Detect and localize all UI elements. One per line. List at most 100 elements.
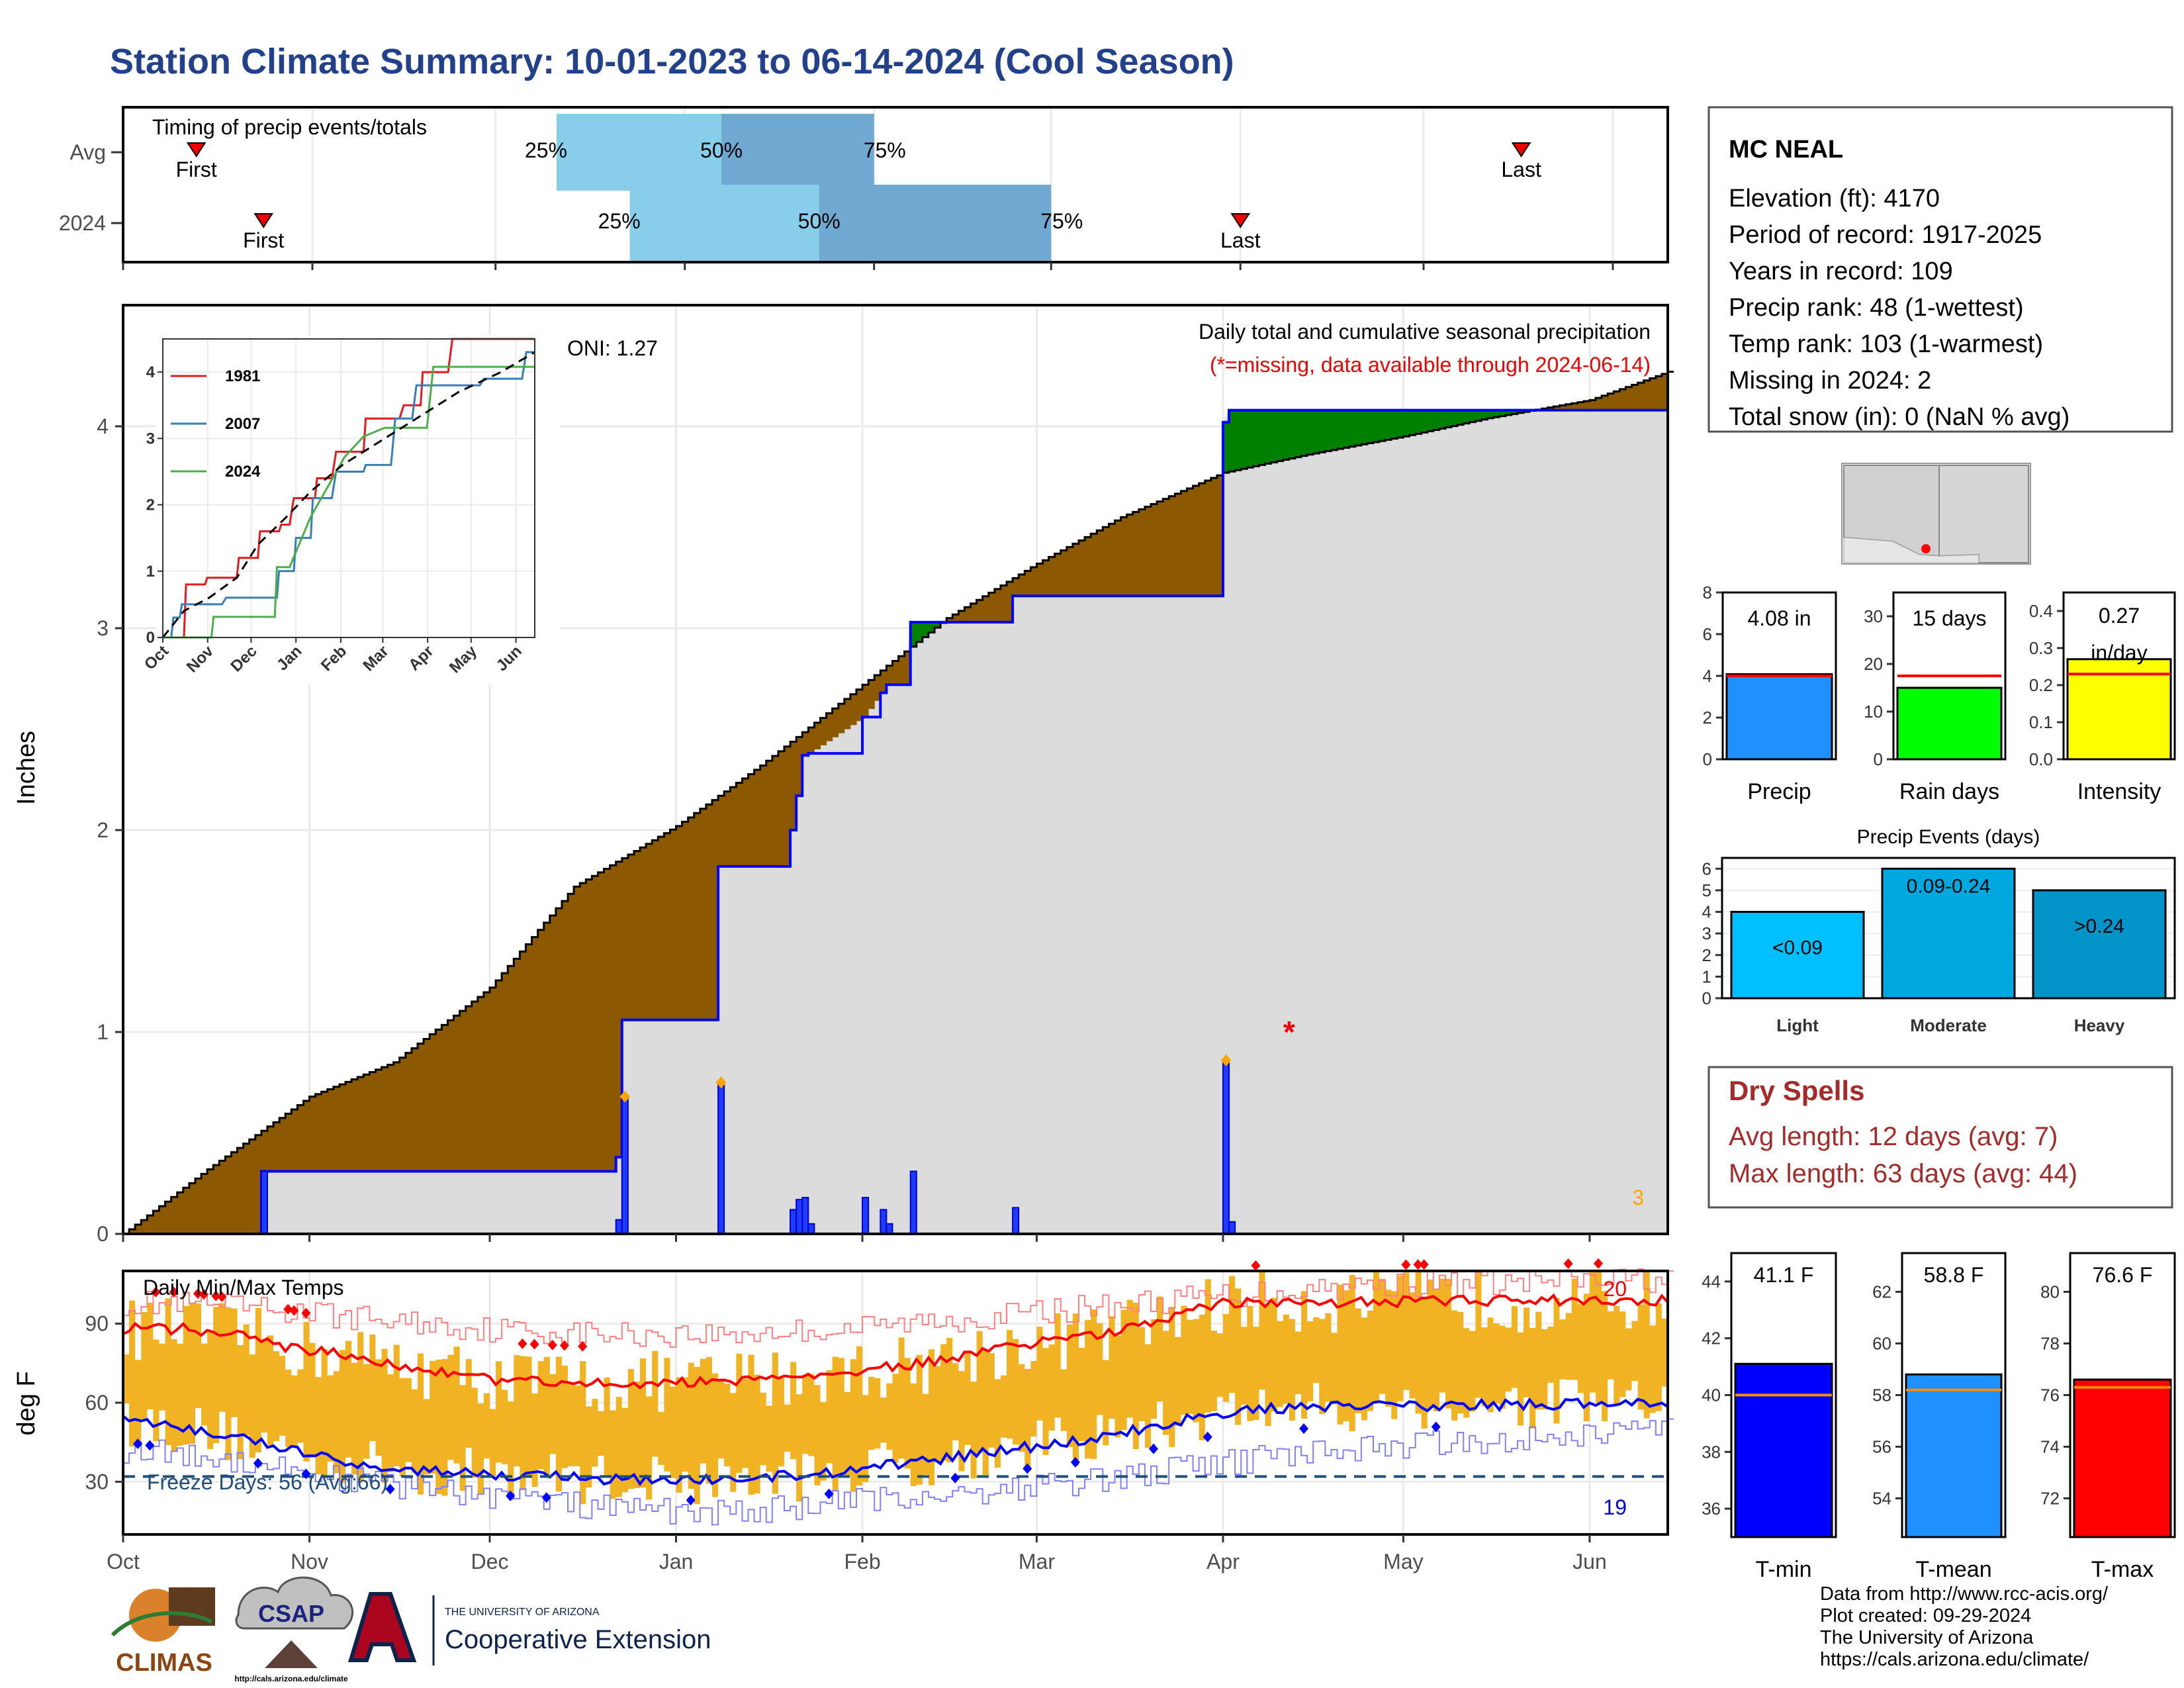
tmin-chart-bar [1734,1362,1833,1538]
tmean-chart-tick-label: 62 [1872,1282,1891,1302]
tmean-chart-tick-label: 60 [1872,1334,1891,1354]
intensity-chart-tick-label: 0.1 [2029,712,2053,732]
precip-events-category-label: Moderate [1910,1015,1987,1035]
month-axis-label: Apr [1206,1550,1240,1573]
month-axis-label: Nov [291,1550,328,1573]
timing-bar-25-50 [556,114,722,191]
timing-row-label: Avg [69,140,106,164]
month-axis-label: Jan [659,1550,694,1573]
tmean-chart-tick-label: 58 [1872,1385,1891,1405]
freeze-days-label: Freeze Days: 56 (Avg:66) [147,1470,388,1494]
dry-spells-avg-length: Avg length: 12 days (avg: 7) [1729,1122,2058,1151]
intensity-chart-tick-label: 0.2 [2029,675,2053,695]
inset-y-tick-label: 4 [146,363,156,381]
station-info-box: MC NEAL Elevation (ft): 4170 Period of rec… [1707,106,2173,433]
record-low-marker [1148,1443,1158,1454]
precip-panel: * 0 1 2 3 4 Inches Daily total and cumulative s… [13,304,1674,1246]
csap-logo-url: http://cals.arizona.edu/climate [234,1674,348,1683]
page-title: Station Climate Summary: 10-01-2023 to 0… [110,42,1234,81]
record-low-marker [824,1488,834,1499]
precip-events-tick-label: 2 [1702,945,1711,965]
timing-panel: Timing of precip events/totals Avg 25% 50% 7… [59,106,1669,270]
precip-frame [122,304,1669,1235]
inset-y-tick-label: 2 [146,496,155,514]
inset-y-tick-label: 3 [146,430,155,447]
rain-days-chart-tick-label: 20 [1864,654,1883,674]
precip-y-tick-label: 2 [97,818,109,842]
precip-events-tick-label: 4 [1702,902,1711,922]
ua-logo-line2: Cooperative Extension [445,1625,711,1654]
record-low-marker [506,1490,516,1501]
tmin-chart-value-label: 41.1 F [1754,1263,1814,1287]
precip-events-tick-label: 5 [1702,880,1711,900]
timing-p75-label: 75% [1040,209,1083,233]
month-axis-label: Oct [107,1550,140,1573]
intensity-chart-tick-label: 0.3 [2029,638,2053,658]
ua-logo-line1: THE UNIVERSITY OF ARIZONA [445,1607,600,1618]
timing-p50-label: 50% [700,138,743,162]
intensity-chart: 0.0 0.1 0.2 0.3 0.4 0.27 in/day Intensity [2029,591,2176,804]
intensity-chart-value-label: 0.27 [2099,604,2140,628]
daily-precip-bar [801,1197,809,1235]
record-high-marker [211,1290,221,1301]
record-low-marker [1431,1421,1441,1432]
tmin-chart-tick-label: 44 [1702,1272,1721,1291]
record-low-count: 19 [1603,1495,1627,1519]
inset-y-tick-label: 0 [146,629,155,647]
month-axis-label: Dec [471,1550,509,1573]
tmin-chart-tick-label: 40 [1702,1385,1721,1405]
cumulative-2024-line [123,408,1668,1235]
cumulative-2024-fill [123,410,1668,1234]
footer-credits: Data from http://www.rcc-acis.org/ Plot … [1820,1583,2108,1671]
inset-legend-label: 2007 [225,415,260,433]
footer-line-data-source: Data from http://www.rcc-acis.org/ [1820,1583,2109,1605]
precip-total-chart-bar [1725,673,1833,761]
record-low-marker [1299,1423,1309,1434]
tmean-chart-frame [1901,1252,2007,1538]
station-location-dot [1921,544,1931,553]
timing-bar-50-75 [819,185,1052,261]
daily-precip-bar [790,1209,797,1235]
temp-y-axis-label: deg F [13,1371,40,1435]
missing-data-marker: * [1283,1015,1295,1049]
dry-spells-box: Dry Spells Avg length: 12 days (avg: 7) Ma… [1707,1066,2173,1209]
month-axis-label: Feb [844,1550,880,1573]
inset-legend-label: 1981 [225,367,260,385]
record-high-marker [151,1286,161,1297]
tmax-chart-title: T-max [2091,1557,2154,1582]
logo-strip: CLIMAS CSAP http://cals.arizona.edu/climat… [111,1576,711,1683]
footer-line-created: Plot created: 09-29-2024 [1820,1605,2032,1626]
record-low-marker [686,1495,696,1506]
inset-series-avg [161,351,535,638]
station-info-line: Total snow (in): 0 (NaN % avg) [1729,403,2070,431]
dry-spells-title: Dry Spells [1729,1075,1864,1106]
record-low-marker [301,1468,311,1479]
locator-map [1841,463,2031,565]
tmin-chart-tick-label: 38 [1702,1442,1721,1462]
station-info-line: Period of record: 1917-2025 [1729,221,2042,249]
mexico-border-region [1843,537,1979,563]
station-info-line: Missing in 2024: 2 [1729,367,1931,395]
timing-bar-50-75 [721,114,874,191]
climas-logo-swoosh [111,1611,213,1637]
precip-events-value-label: 0.09-0.24 [1907,875,1991,897]
precip-events-bar [1881,867,2016,1000]
tmin-chart: 36 38 40 42 44 41.1 F T-min [1702,1252,1837,1582]
tmax-chart-tick-label: 74 [2040,1437,2060,1457]
precip-events-bar [1730,911,1865,1000]
daily-precip-bar [880,1209,887,1235]
daily-precip-bar [615,1219,623,1235]
first-event-marker [253,213,274,228]
record-low-marker [1070,1456,1080,1468]
tmean-chart-value-label: 58.8 F [1924,1263,1984,1287]
precip-events-value-label: <0.09 [1772,937,1823,959]
record-low-marker [145,1440,155,1451]
first-event-label: First [243,228,284,252]
tmean-chart-tick-label: 54 [1872,1489,1891,1509]
tmax-chart-value-label: 76.6 F [2093,1263,2153,1287]
dry-spells-max-length: Max length: 63 days (avg: 44) [1729,1159,2077,1188]
record-high-marker [283,1303,293,1315]
ua-logo-a [347,1592,417,1662]
record-high-marker [169,1286,179,1297]
